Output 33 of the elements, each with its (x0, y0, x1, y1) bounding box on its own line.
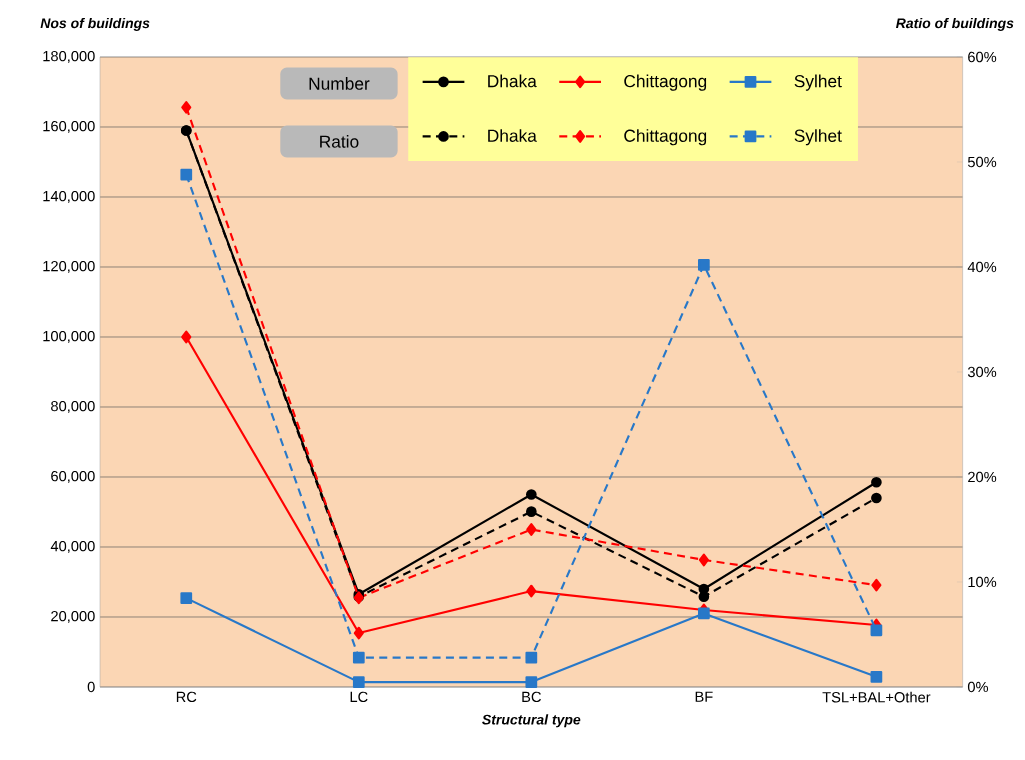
y-tick-label: 60,000 (51, 470, 95, 484)
y2-tick-label: 40% (967, 261, 997, 273)
y-axis-title: Nos of buildings (40, 17, 150, 31)
legend-label: Chittagong (624, 129, 707, 146)
y2-tick-label: 20% (968, 471, 997, 483)
x-tick-label: TSL+BAL+Other (822, 691, 931, 703)
legend-label: Sylhet (794, 74, 842, 91)
y-tick-label: 20,000 (51, 610, 95, 624)
x-axis-title: Structural type (482, 714, 581, 728)
y-tick-label: 100,000 (43, 330, 95, 344)
y2-tick-label: 0% (967, 681, 989, 693)
y2-axis-title: Ratio of buildings (896, 17, 1014, 31)
y2-tick-label: 50% (967, 156, 997, 168)
x-tick-label: BC (522, 691, 541, 703)
x-tick-label: BF (695, 691, 713, 702)
y-tick-label: 0 (87, 681, 95, 693)
legend-label: Dhaka (488, 129, 537, 142)
y2-tick-label: 10% (968, 576, 997, 588)
y-tick-label: 80,000 (51, 400, 95, 414)
legend-label: Sylhet (794, 129, 842, 146)
y2-tick-label: 60% (968, 51, 997, 63)
y-tick-label: 180,000 (43, 50, 95, 64)
x-tick-label: RC (176, 691, 197, 703)
annotation: Number (309, 77, 370, 90)
legend-label: Chittagong (624, 74, 707, 91)
y-tick-label: 160,000 (43, 120, 95, 134)
y-tick-label: 140,000 (43, 190, 95, 204)
legend-label: Dhaka (488, 74, 537, 88)
x-tick-label: LC (350, 691, 368, 703)
y-tick-label: 120,000 (43, 260, 95, 274)
annotation: Ratio (320, 135, 359, 148)
y2-tick-label: 30% (967, 366, 997, 378)
y-tick-label: 40,000 (50, 540, 95, 554)
